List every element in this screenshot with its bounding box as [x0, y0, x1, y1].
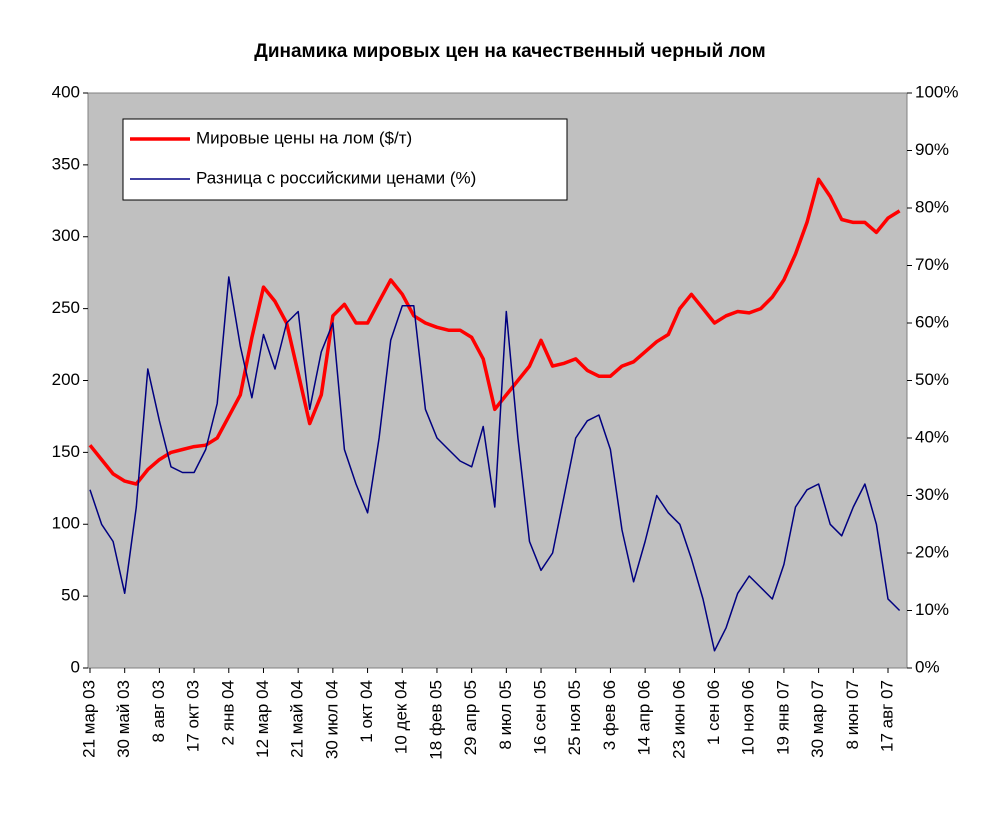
x-tick-label: 10 дек 04 — [392, 680, 411, 754]
y-tick-label: 200 — [52, 370, 80, 389]
x-tick-label: 30 мар 07 — [808, 680, 827, 758]
x-tick-label: 19 янв 07 — [773, 680, 792, 755]
legend-box — [122, 118, 568, 201]
y2-tick-label: 10% — [915, 600, 949, 619]
x-tick-label: 29 апр 05 — [461, 680, 480, 755]
x-tick-label: 16 сен 05 — [531, 680, 550, 755]
y-tick-label: 150 — [52, 442, 80, 461]
chart-title: Динамика мировых цен на качественный чер… — [254, 41, 765, 62]
legend-label: Мировые цены на лом ($/т) — [196, 128, 412, 147]
x-tick-label: 21 мар 03 — [79, 680, 98, 758]
x-tick-label: 1 сен 06 — [704, 680, 723, 745]
x-tick-label: 3 фев 06 — [600, 680, 619, 750]
y2-tick-label: 50% — [915, 370, 949, 389]
y2-tick-label: 20% — [915, 542, 949, 561]
y2-tick-label: 70% — [915, 255, 949, 274]
y2-tick-label: 0% — [915, 657, 940, 676]
x-tick-label: 23 июн 06 — [669, 680, 688, 759]
x-tick-label: 14 апр 06 — [635, 680, 654, 755]
x-tick-label: 12 мар 04 — [253, 680, 272, 758]
y-tick-label: 100 — [52, 514, 80, 533]
x-tick-label: 30 июл 04 — [322, 680, 341, 759]
series-line — [89, 276, 901, 652]
legend-label: Разница с российскими ценами (%) — [196, 168, 476, 187]
y2-tick-label: 60% — [915, 312, 949, 331]
y2-tick-label: 40% — [915, 427, 949, 446]
x-tick-label: 17 окт 03 — [184, 680, 203, 752]
y-tick-label: 300 — [52, 226, 80, 245]
x-tick-label: 25 ноя 05 — [565, 680, 584, 755]
y-tick-label: 250 — [52, 298, 80, 317]
y-tick-label: 50 — [61, 586, 80, 605]
series-line — [88, 177, 901, 486]
y2-tick-label: 30% — [915, 485, 949, 504]
x-tick-label: 18 фев 05 — [426, 680, 445, 760]
x-tick-label: 8 июн 07 — [843, 680, 862, 749]
x-tick-label: 21 май 04 — [288, 680, 307, 758]
y-tick-label: 400 — [52, 82, 80, 101]
y2-tick-label: 90% — [915, 140, 949, 159]
x-tick-label: 10 ноя 06 — [739, 680, 758, 755]
x-tick-label: 30 май 03 — [114, 680, 133, 758]
x-tick-label: 2 янв 04 — [218, 680, 237, 745]
x-tick-label: 8 авг 03 — [149, 680, 168, 743]
x-tick-label: 1 окт 04 — [357, 680, 376, 743]
y-tick-label: 0 — [71, 657, 80, 676]
y2-tick-label: 100% — [915, 82, 958, 101]
x-tick-label: 17 авг 07 — [877, 680, 896, 752]
y2-tick-label: 80% — [915, 197, 949, 216]
y-tick-label: 350 — [52, 154, 80, 173]
x-tick-label: 8 июл 05 — [496, 680, 515, 750]
